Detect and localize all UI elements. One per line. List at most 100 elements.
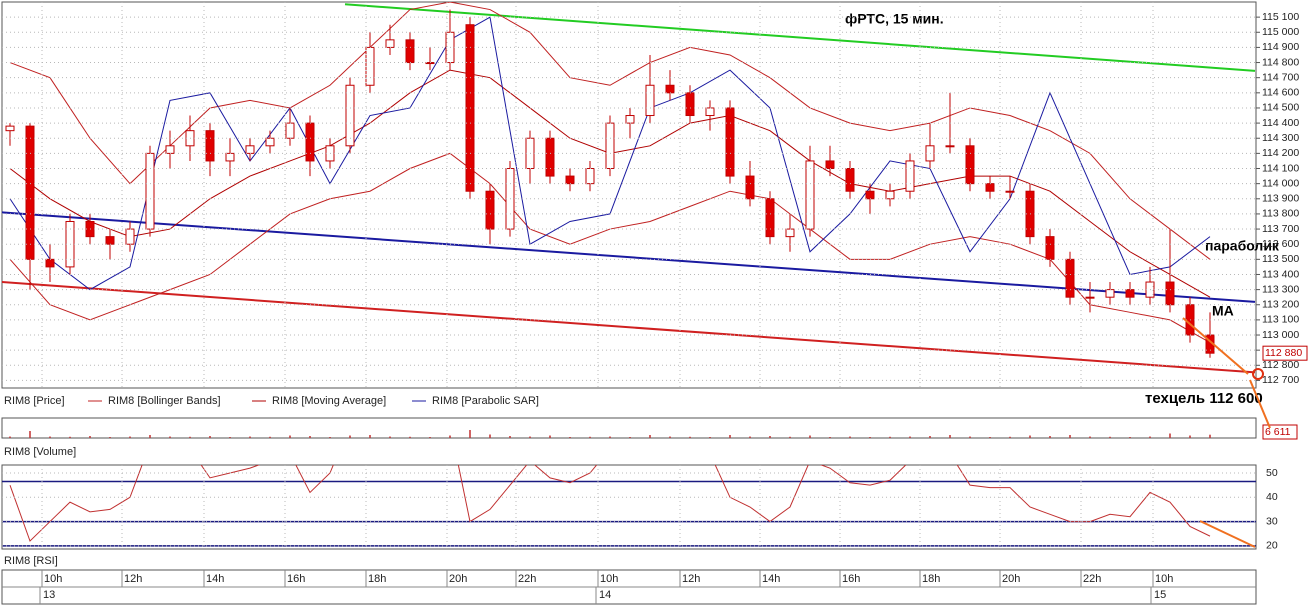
date-label: 13 (43, 589, 55, 601)
candle-body (1065, 258, 1075, 298)
date-label: 14 (599, 589, 611, 601)
candle-body (205, 130, 215, 162)
chart-title: фРТС, 15 мин. (845, 11, 944, 27)
y-tick-label: 114 100 (1262, 162, 1299, 174)
candle-body (225, 152, 235, 162)
candle-body (265, 137, 275, 147)
legend-entry: RIM8 [Price] (4, 395, 65, 407)
candle-body (1105, 289, 1115, 298)
candle-body (665, 84, 675, 94)
candle-body (645, 84, 655, 117)
y-tick-label: 115 000 (1262, 26, 1299, 38)
price-tag (1262, 345, 1308, 361)
y-tick-label: 114 500 (1262, 102, 1299, 114)
annotation: параболик (1205, 238, 1280, 254)
candle-body (365, 46, 375, 86)
x-tick-label: 12h (124, 573, 142, 585)
y-tick-label: 50 (1266, 467, 1278, 479)
y-tick-label: 115 100 (1262, 11, 1299, 23)
candle-body (705, 107, 715, 117)
arrow (1199, 520, 1256, 548)
y-tick-label: 114 800 (1262, 56, 1299, 68)
legend-entry: RIM8 [Parabolic SAR] (432, 395, 539, 407)
y-tick-label: 112 700 (1262, 374, 1299, 386)
candle-body (685, 92, 695, 117)
y-tick-label: 113 600 (1262, 238, 1299, 250)
arrow (1182, 317, 1249, 375)
y-tick-label: 30 (1266, 515, 1278, 527)
rsi-plot (2, 465, 1256, 547)
y-tick-label: 114 000 (1262, 177, 1299, 189)
x-tick-label: 22h (518, 573, 536, 585)
x-tick-label: 10h (44, 573, 62, 585)
y-tick-label: 114 900 (1262, 41, 1299, 53)
x-tick-label: 14h (762, 573, 780, 585)
candle-body (1005, 190, 1015, 193)
candle-body (245, 145, 255, 154)
target-marker (1252, 368, 1264, 380)
y-tick-label: 114 400 (1262, 117, 1299, 129)
candle-body (285, 122, 295, 139)
x-tick-label: 18h (922, 573, 940, 585)
candle-body (905, 160, 915, 192)
annotation: техцель 112 600 (1145, 390, 1263, 407)
candle-body (845, 168, 855, 192)
candle-body (765, 198, 775, 238)
candle-body (565, 175, 575, 185)
x-tick-label: 16h (842, 573, 860, 585)
x-tick-label: 10h (1155, 573, 1173, 585)
candle-body (545, 137, 555, 177)
candle-body (585, 168, 595, 185)
candle-body (625, 115, 635, 124)
arrow (1249, 379, 1271, 429)
panel-title: RIM8 [Volume] (4, 446, 76, 458)
x-tick-label: 20h (449, 573, 467, 585)
candle-body (345, 84, 355, 147)
candle-body (1045, 236, 1055, 260)
candle-body (725, 107, 735, 177)
x-tick-label: 14h (206, 573, 224, 585)
candle-body (485, 190, 495, 230)
volume-panel (1, 417, 1257, 439)
candle-body (1085, 296, 1095, 299)
candle-body (5, 125, 15, 132)
x-tick-label: 16h (287, 573, 305, 585)
price-tag-label: 112 880 (1265, 347, 1302, 359)
y-tick-label: 114 300 (1262, 132, 1299, 144)
y-tick-label: 113 800 (1262, 208, 1299, 220)
y-tick-label: 113 100 (1262, 314, 1299, 326)
candle-body (105, 236, 115, 245)
candle-body (885, 190, 895, 200)
indicator-line (9, 152, 1211, 344)
candle-body (305, 122, 315, 162)
candle-body (405, 39, 415, 64)
legend-entry: RIM8 [Moving Average] (272, 395, 386, 407)
y-tick-label: 113 200 (1262, 299, 1299, 311)
candle-body (1125, 289, 1135, 298)
y-tick-label: 114 600 (1262, 87, 1299, 99)
rsi-line (9, 465, 1211, 542)
trendline (2, 281, 1256, 374)
price-panel (1, 1, 1257, 389)
candle-body (745, 175, 755, 200)
x-tick-label: 12h (682, 573, 700, 585)
x-tick-label: 20h (1002, 573, 1020, 585)
candle-body (945, 145, 955, 148)
volume-tag (1262, 424, 1298, 440)
y-tick-label: 113 900 (1262, 193, 1299, 205)
x-tick-label: 18h (368, 573, 386, 585)
candle-body (805, 160, 815, 230)
y-tick-label: 20 (1266, 540, 1278, 552)
candle-body (605, 122, 615, 170)
x-tick-label: 10h (600, 573, 618, 585)
candle-body (45, 258, 55, 268)
annotation: MA (1212, 303, 1234, 319)
candle-body (965, 145, 975, 185)
candle-body (125, 228, 135, 245)
y-tick-label: 112 800 (1262, 359, 1299, 371)
volume-tag-label: 6 611 (1265, 426, 1291, 438)
trendline (2, 211, 1256, 303)
legend-entry: RIM8 [Bollinger Bands] (108, 395, 221, 407)
y-tick-label: 113 700 (1262, 223, 1299, 235)
